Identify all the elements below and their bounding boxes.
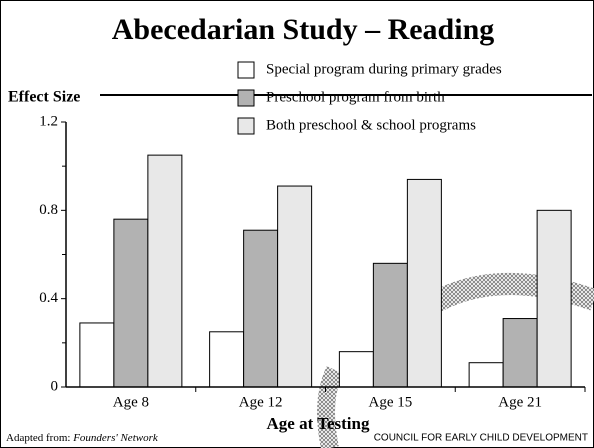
bar	[407, 179, 441, 387]
bar	[278, 186, 312, 387]
x-tick-label: Age 15	[369, 394, 413, 410]
y-tick-label: 0.4	[39, 290, 58, 306]
bar	[503, 319, 537, 387]
source: Adapted from: Founders' Network	[6, 432, 159, 444]
decoration	[326, 370, 335, 448]
x-tick-label: Age 12	[239, 394, 283, 410]
bar	[373, 263, 407, 387]
y-tick-label: 0	[51, 378, 59, 394]
chart: Abecedarian Study – Reading Effect Size …	[0, 0, 594, 448]
legend-label: Special program during primary grades	[266, 61, 502, 77]
legend-label: Preschool program from birth	[266, 89, 445, 105]
bar	[469, 363, 503, 387]
bar	[537, 210, 571, 387]
legend-label: Both preschool & school programs	[266, 117, 476, 133]
source-prefix: Adapted from:	[6, 432, 70, 444]
source-name: Founders' Network	[72, 432, 159, 444]
bar	[114, 219, 148, 387]
organization: COUNCIL FOR EARLY CHILD DEVELOPMENT	[374, 433, 588, 444]
y-axis-label: Effect Size	[8, 89, 80, 106]
legend-swatch	[238, 62, 254, 78]
y-tick-label: 1.2	[39, 113, 58, 129]
x-tick-label: Age 8	[113, 394, 149, 410]
x-axis-label: Age at Testing	[267, 414, 370, 433]
bar	[80, 323, 114, 387]
bar	[210, 332, 244, 387]
legend-swatch	[238, 118, 254, 134]
bar	[148, 155, 182, 387]
x-tick-label: Age 21	[498, 394, 542, 410]
y-tick-label: 0.8	[39, 202, 58, 218]
bar	[339, 352, 373, 387]
bar	[244, 230, 278, 387]
chart-title: Abecedarian Study – Reading	[112, 13, 495, 46]
legend-swatch	[238, 90, 254, 106]
